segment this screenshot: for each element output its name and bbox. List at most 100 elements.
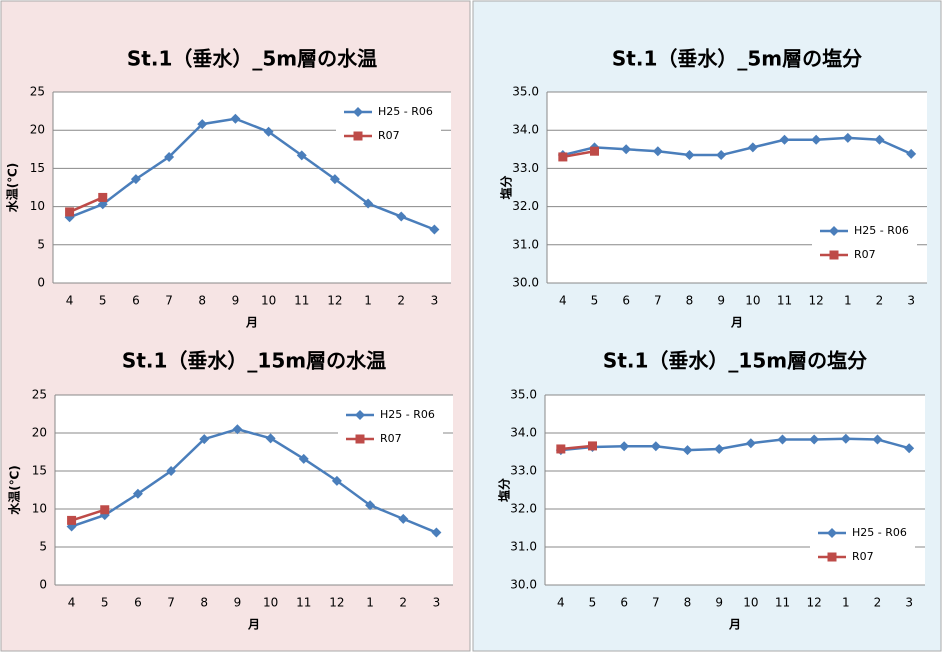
marker [619,441,630,452]
x-tick-label: 1 [844,294,852,308]
x-tick-label: 6 [622,294,630,308]
marker [65,207,75,217]
y-tick-label: 20 [32,426,47,440]
legend-label: H25 - R06 [380,408,435,421]
marker [265,433,276,444]
chart-title: St.1（垂水）_15m層の水温 [122,349,386,373]
x-tick-label: 2 [399,596,407,610]
x-tick-label: 2 [397,294,405,308]
marker [811,134,822,145]
marker [166,466,177,476]
marker [331,475,342,486]
series-line [560,444,593,451]
y-tick-label: 0 [37,276,45,290]
marker [747,142,758,153]
marker [904,443,915,454]
y-tick-label: 34.0 [512,123,539,137]
marker [777,434,788,445]
marker [298,453,309,464]
marker [874,134,885,145]
marker [872,434,883,445]
series-line [562,136,912,157]
marker [652,146,663,157]
x-tick-label: 4 [66,294,74,308]
y-tick-label: 0 [39,578,47,592]
x-tick-label: 7 [167,596,175,610]
x-tick-label: 6 [134,596,142,610]
y-tick-label: 10 [30,199,45,213]
y-tick-label: 30.0 [510,578,537,592]
marker [840,433,851,444]
x-tick-label: 9 [234,596,242,610]
legend-label: R07 [854,248,876,261]
marker [682,445,693,456]
legend-marker [355,410,365,420]
x-tick-label: 9 [715,596,723,610]
legend-marker [829,226,839,236]
x-axis-label: 月 [247,618,260,632]
marker [779,134,790,145]
x-tick-label: 5 [591,294,599,308]
y-tick-label: 35.0 [510,388,537,402]
legend-marker [829,250,839,260]
x-tick-label: 10 [743,596,758,610]
marker [67,515,77,525]
y-tick-label: 32.0 [510,502,537,516]
marker [398,513,409,524]
series-line [71,508,106,522]
marker [132,488,143,499]
y-tick-label: 5 [39,540,47,554]
y-tick-label: 31.0 [510,540,537,554]
x-tick-label: 12 [329,596,344,610]
x-tick-label: 2 [874,596,882,610]
series-line [69,117,435,231]
x-tick-label: 10 [745,294,760,308]
y-tick-label: 25 [30,85,45,99]
marker [363,198,374,209]
x-tick-label: 1 [842,596,850,610]
x-tick-label: 8 [200,596,208,610]
legend-marker [353,107,363,117]
y-axis-label: 水温(℃) [5,163,20,213]
x-axis-label: 月 [730,316,743,330]
legend-marker [353,131,363,141]
x-tick-label: 12 [327,294,342,308]
marker [809,434,820,445]
marker [906,148,917,159]
chart-title: St.1（垂水）_5m層の塩分 [612,47,862,71]
x-tick-label: 11 [296,596,311,610]
marker [745,438,756,449]
x-tick-label: 1 [364,294,372,308]
y-axis-label: 水温(℃) [7,465,22,515]
x-tick-label: 12 [809,294,824,308]
marker [714,443,725,454]
legend-label: H25 - R06 [852,526,907,539]
x-tick-label: 9 [232,294,240,308]
x-tick-label: 7 [654,294,662,308]
x-tick-label: 5 [99,294,107,308]
y-tick-label: 10 [32,502,47,516]
marker [842,132,853,143]
marker [429,224,440,235]
x-tick-label: 4 [68,596,76,610]
marker [100,505,110,515]
y-tick-label: 31.0 [512,237,539,251]
legend-marker [827,552,837,562]
legend-box [338,401,443,453]
legend-label: H25 - R06 [378,105,433,118]
series-line [69,196,104,214]
marker [716,150,727,161]
x-axis-label: 月 [728,618,741,632]
series-line [560,437,910,452]
x-tick-label: 3 [907,294,915,308]
y-tick-label: 33.0 [512,161,539,175]
y-tick-label: 5 [37,237,45,251]
x-tick-label: 4 [559,294,567,308]
chart-title: St.1（垂水）_5m層の水温 [127,47,377,71]
marker [329,174,340,185]
x-tick-label: 7 [652,596,660,610]
legend-box [810,519,915,571]
y-tick-label: 34.0 [510,426,537,440]
y-tick-label: 30.0 [512,276,539,290]
x-tick-label: 11 [775,596,790,610]
